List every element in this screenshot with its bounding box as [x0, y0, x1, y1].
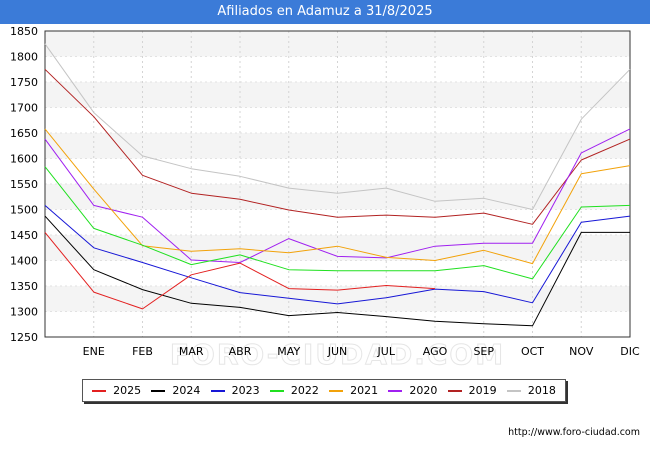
- legend-swatch-2019: [447, 389, 462, 392]
- y-tick-label: 1650: [10, 127, 38, 140]
- legend-item-2018: 2018: [506, 384, 556, 397]
- y-tick-label: 1400: [10, 255, 38, 268]
- legend-item-2020: 2020: [388, 384, 437, 397]
- legend-swatch-2024: [151, 389, 166, 392]
- y-tick-label: 1700: [10, 102, 38, 115]
- x-tick-label: MAY: [277, 345, 300, 358]
- legend-swatch-2021: [329, 389, 344, 392]
- y-tick-label: 1750: [10, 76, 38, 89]
- y-tick-label: 1550: [10, 178, 38, 191]
- series-line-2018: [44, 43, 631, 210]
- chart-title: Afiliados en Adamuz a 31/8/2025: [0, 0, 650, 24]
- series-line-2023: [44, 205, 631, 305]
- series-line-2024: [44, 215, 630, 327]
- legend-label-2024: 2024: [172, 384, 201, 397]
- y-tick-label: 1600: [10, 153, 38, 166]
- legend-label-2022: 2022: [290, 384, 319, 397]
- series-line-2022: [44, 166, 631, 280]
- series-line-2020: [44, 128, 631, 263]
- y-tick-label: 1300: [10, 306, 38, 319]
- legend-label-2019: 2019: [468, 384, 497, 397]
- legend-label-2018: 2018: [527, 384, 556, 397]
- legend-swatch-2023: [210, 389, 225, 392]
- x-tick-label: JUN: [327, 345, 348, 358]
- legend-item-2021: 2021: [329, 384, 378, 397]
- legend-item-2019: 2019: [447, 384, 497, 397]
- x-tick-label: OCT: [521, 345, 544, 358]
- y-tick-label: 1450: [10, 229, 38, 242]
- watermark: FORO-CIUDAD.COM: [170, 338, 505, 371]
- legend-swatch-2022: [269, 389, 284, 392]
- x-tick-label: DIC: [620, 345, 640, 358]
- x-tick-label: SEP: [473, 345, 494, 358]
- legend-label-2023: 2023: [231, 384, 260, 397]
- x-tick-label: ABR: [229, 345, 252, 358]
- legend-item-2023: 2023: [210, 384, 260, 397]
- y-tick-label: 1850: [10, 25, 38, 38]
- legend-item-2025: 2025: [92, 384, 141, 397]
- grid-band: [45, 82, 630, 108]
- legend-label-2021: 2021: [350, 384, 379, 397]
- legend-swatch-2018: [506, 389, 521, 392]
- y-tick-label: 1500: [10, 204, 38, 217]
- source-link[interactable]: http://www.foro-ciudad.com: [508, 427, 640, 438]
- x-tick-label: AGO: [423, 345, 448, 358]
- legend: 2025 2024 2023 2022 2021 2020 2019 2018: [82, 379, 566, 402]
- legend-item-2022: 2022: [269, 384, 319, 397]
- legend-label-2025: 2025: [113, 384, 142, 397]
- x-tick-label: JUL: [377, 345, 396, 358]
- y-tick-label: 1350: [10, 280, 38, 293]
- legend-item-2024: 2024: [151, 384, 200, 397]
- x-tick-label: MAR: [179, 345, 204, 358]
- series-line-2025: [44, 232, 436, 310]
- legend-label-2020: 2020: [409, 384, 438, 397]
- legend-swatch-2020: [388, 389, 403, 392]
- x-tick-label: FEB: [132, 345, 153, 358]
- series-line-2019: [44, 68, 631, 225]
- y-tick-label: 1800: [10, 51, 38, 64]
- x-tick-label: NOV: [569, 345, 594, 358]
- x-tick-label: ENE: [83, 345, 105, 358]
- y-tick-label: 1250: [10, 331, 38, 344]
- legend-swatch-2025: [92, 389, 107, 392]
- plot-frame: [44, 30, 631, 338]
